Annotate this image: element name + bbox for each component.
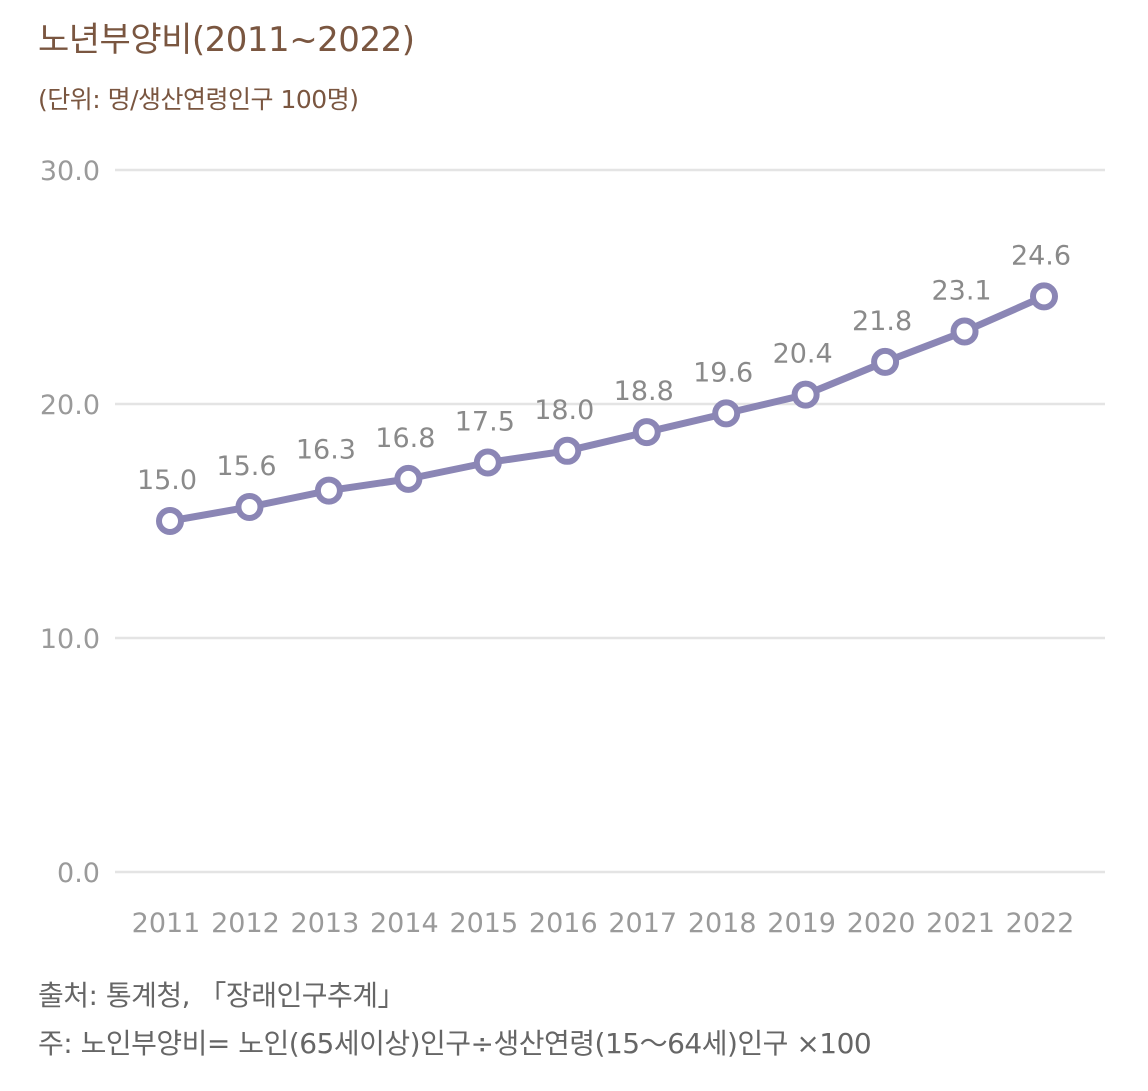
data-label: 16.8 [375,423,435,454]
data-point [950,317,979,346]
data-point [394,464,423,493]
series-line [166,292,1048,525]
y-axis-ticks: 0.0 10.0 20.0 30.0 [40,156,100,889]
y-tick-label: 10.0 [40,624,100,655]
data-label: 23.1 [931,275,991,306]
source-note: 출처: 통계청, 「장래인구추계」 [38,979,406,1012]
x-tick-label: 2015 [449,908,518,939]
x-tick-label: 2019 [767,908,836,939]
data-label: 19.6 [693,357,753,388]
x-tick-label: 2022 [1006,908,1075,939]
series-polyline [166,292,1048,525]
data-label: 16.3 [296,435,356,466]
series-markers [156,282,1058,535]
data-label: 21.8 [852,306,912,337]
data-point [1030,282,1058,311]
data-point [156,507,184,535]
chart-title: 노년부양비(2011~2022) [38,20,415,60]
y-tick-label: 30.0 [40,156,100,187]
data-label: 17.5 [455,407,515,438]
data-label: 18.0 [534,395,594,426]
data-point [235,492,264,521]
x-tick-label: 2013 [291,908,360,939]
x-tick-label: 2018 [688,908,757,939]
data-point [871,347,900,376]
data-label: 18.8 [614,376,674,407]
x-tick-label: 2021 [926,908,995,939]
data-point [473,448,502,477]
line-chart: 0.0 10.0 20.0 30.0 2011 2012 2013 2014 2015 2016… [40,156,1105,939]
formula-note: 주: 노인부양비= 노인(65세이상)인구÷생산연령(15～64세)인구 ×10… [38,1027,872,1060]
data-point [791,380,820,409]
unit-label: (단위: 명/생산연령인구 100명) [38,85,359,114]
data-label: 15.6 [216,451,276,482]
x-tick-label: 2012 [211,908,280,939]
x-tick-label: 2020 [847,908,916,939]
data-label: 24.6 [1011,240,1071,271]
x-tick-label: 2011 [132,908,201,939]
data-point [632,418,661,447]
data-label: 15.0 [137,465,197,496]
data-point [553,436,582,465]
notes: 출처: 통계청, 「장래인구추계」 주: 노인부양비= 노인(65세이상)인구÷… [38,972,872,1068]
data-labels: 15.0 15.6 16.3 16.8 17.5 18.0 18.8 19.6 20.4 21.8… [137,240,1071,496]
x-axis-ticks: 2011 2012 2013 2014 2015 2016 2017 2018 2019 2020… [132,908,1075,939]
x-tick-label: 2014 [370,908,439,939]
data-point [314,476,343,505]
data-label: 20.4 [773,339,833,370]
grid-lines [115,168,1105,874]
x-tick-label: 2017 [608,908,677,939]
data-point [712,399,741,428]
y-tick-label: 0.0 [57,858,100,889]
y-tick-label: 20.0 [40,390,100,421]
x-tick-label: 2016 [529,908,598,939]
